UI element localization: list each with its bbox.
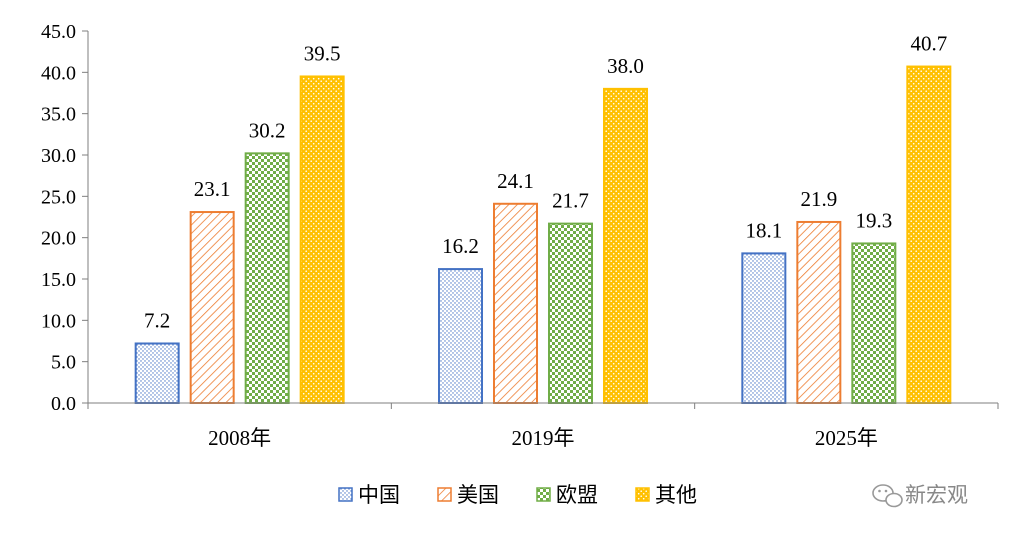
x-tick-label: 2008年	[208, 426, 271, 450]
data-label: 21.9	[800, 187, 837, 211]
y-tick-label: 25.0	[41, 186, 76, 208]
data-label: 40.7	[910, 32, 947, 56]
y-tick-label: 40.0	[41, 62, 76, 84]
bar	[796, 220, 842, 404]
x-tick-label: 2019年	[512, 426, 575, 450]
y-tick-label: 20.0	[41, 228, 76, 250]
legend-swatch	[536, 487, 551, 502]
legend-label: 中国	[358, 483, 400, 507]
data-label: 38.0	[607, 54, 644, 78]
bar	[851, 242, 897, 404]
bar	[493, 202, 538, 404]
bar	[299, 75, 345, 404]
y-tick-label: 15.0	[41, 269, 76, 291]
data-label: 18.1	[745, 218, 782, 242]
watermark: 新宏观	[872, 483, 968, 508]
x-axis: 2008年 2019年 2025年	[87, 402, 999, 450]
y-axis: 0.0 5.0 10.0 15.0 20.0 25.0 30.0 35.0 40.0 45.0	[41, 21, 89, 415]
data-label: 23.1	[194, 177, 231, 201]
y-tick-label: 0.0	[51, 393, 76, 415]
bars	[134, 65, 952, 405]
x-tick-label: 2025年	[815, 426, 878, 450]
y-tick-label: 5.0	[51, 352, 76, 374]
y-tick-label: 10.0	[41, 310, 76, 332]
data-labels: 7.2 23.1 30.2 39.5 16.2 24.1 21.7 38.0 18.1 21.9 1…	[144, 32, 947, 333]
legend: 中国 美国 欧盟 其他	[338, 483, 697, 507]
wechat-icon	[872, 484, 903, 508]
data-label: 30.2	[249, 118, 286, 142]
legend-label: 美国	[457, 483, 499, 507]
legend-swatch	[635, 487, 650, 502]
bar	[244, 152, 290, 404]
data-label: 39.5	[304, 41, 341, 65]
legend-label: 欧盟	[556, 483, 598, 507]
bar	[906, 65, 952, 405]
data-label: 7.2	[144, 308, 170, 332]
data-label: 21.7	[552, 189, 589, 213]
bar	[603, 87, 648, 404]
legend-swatch	[338, 487, 353, 502]
bar	[134, 342, 180, 405]
watermark-text: 新宏观	[905, 483, 968, 507]
bar	[741, 252, 787, 404]
bar	[189, 211, 235, 404]
data-label: 24.1	[497, 169, 534, 193]
data-label: 19.3	[855, 208, 892, 232]
legend-label: 其他	[655, 483, 697, 507]
y-tick-label: 35.0	[41, 104, 76, 126]
bar	[548, 222, 593, 404]
legend-swatch	[437, 487, 452, 502]
y-tick-label: 30.0	[41, 145, 76, 167]
y-tick-label: 45.0	[41, 21, 76, 43]
bar	[438, 268, 483, 404]
data-label: 16.2	[442, 234, 479, 258]
